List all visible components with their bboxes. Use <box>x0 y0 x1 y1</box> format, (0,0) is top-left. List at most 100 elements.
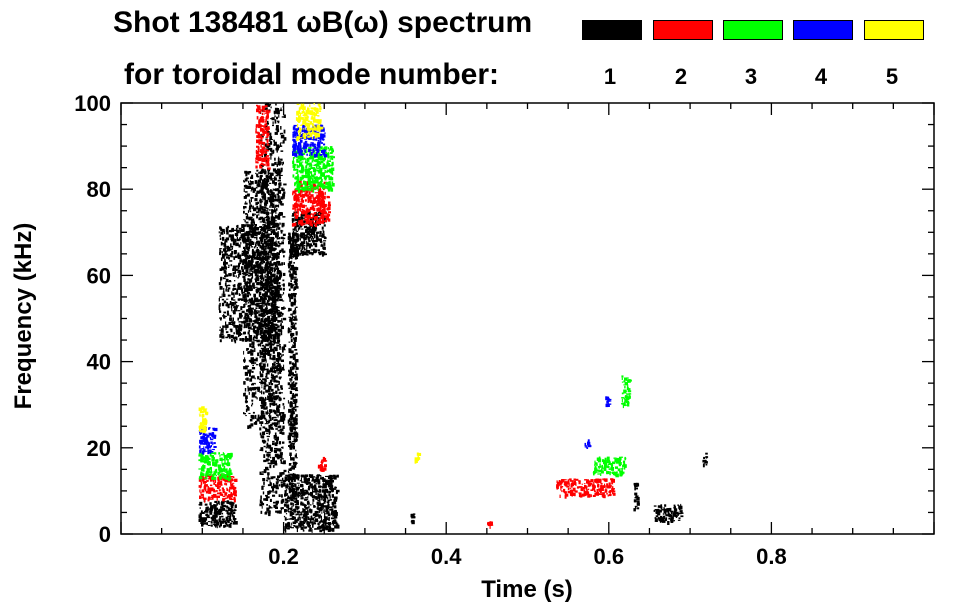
spectrum-point <box>267 120 269 125</box>
spectrum-point <box>249 335 253 339</box>
spectrum-point <box>270 348 274 352</box>
spectrum-point <box>292 406 296 408</box>
spectrum-point <box>282 135 285 137</box>
spectrum-point <box>268 511 271 515</box>
spectrum-point <box>251 235 254 239</box>
spectrum-point <box>238 293 240 296</box>
spectrum-point <box>262 370 264 373</box>
spectrum-point <box>295 193 297 195</box>
spectrum-point <box>334 519 337 524</box>
spectrum-point <box>287 479 290 483</box>
spectrum-point <box>268 445 271 449</box>
spectrum-point <box>272 180 275 184</box>
spectrum-point <box>256 227 260 231</box>
mode-2-cluster-1 <box>255 104 271 170</box>
spectrum-point <box>270 191 274 196</box>
spectrum-point <box>271 257 276 261</box>
spectrum-point <box>265 396 267 401</box>
spectrum-point <box>253 325 257 329</box>
spectrum-point <box>302 503 305 506</box>
spectrum-point <box>224 239 227 241</box>
spectrum-point <box>280 236 284 240</box>
spectrum-point <box>290 280 292 283</box>
legend-label-mode-4: 4 <box>814 64 828 89</box>
spectrum-point <box>264 247 267 250</box>
spectrum-point <box>297 230 299 232</box>
spectrum-point <box>261 146 263 151</box>
spectrum-point <box>277 237 281 240</box>
spectrum-point <box>234 233 239 236</box>
spectrum-point <box>255 149 257 154</box>
spectrum-point <box>265 236 268 240</box>
spectrum-point <box>259 293 261 296</box>
spectrum-point <box>221 298 225 301</box>
spectrum-point <box>264 327 267 329</box>
spectrum-point <box>257 214 260 216</box>
spectrum-point <box>226 302 228 305</box>
spectrum-point <box>319 187 321 192</box>
spectrum-point <box>203 522 207 525</box>
spectrum-point <box>315 216 318 219</box>
spectrum-point <box>316 474 320 478</box>
spectrum-point <box>306 498 309 500</box>
spectrum-point <box>264 203 268 206</box>
spectrum-point <box>295 273 298 276</box>
spectrum-point <box>245 215 249 220</box>
spectrum-point <box>296 510 298 513</box>
spectrum-point <box>673 513 677 517</box>
spectrum-point <box>279 398 281 402</box>
spectrum-point <box>277 158 280 162</box>
spectrum-point <box>249 205 252 209</box>
spectrum-point <box>635 487 638 490</box>
spectrum-point <box>256 247 258 249</box>
spectrum-point <box>254 330 257 334</box>
spectrum-point <box>279 164 281 166</box>
spectrum-point <box>273 299 277 304</box>
spectrum-point <box>317 477 319 481</box>
spectrum-point <box>265 352 269 355</box>
spectrum-point <box>230 483 234 487</box>
spectrum-point <box>279 272 283 277</box>
spectrum-point <box>333 496 336 500</box>
spectrum-point <box>319 475 322 477</box>
spectrum-point <box>230 482 232 484</box>
spectrum-point <box>225 497 227 499</box>
spectrum-point <box>318 509 320 514</box>
spectrum-point <box>300 513 303 516</box>
spectrum-point <box>331 494 334 498</box>
spectrum-point <box>273 346 277 350</box>
spectrum-point <box>245 263 249 267</box>
spectrum-point <box>292 445 295 450</box>
spectrum-point <box>248 272 251 274</box>
spectrum-point <box>273 273 276 278</box>
spectrum-point <box>260 473 264 475</box>
spectrum-point <box>275 147 279 151</box>
spectrum-point <box>308 229 311 232</box>
spectrum-point <box>267 239 271 242</box>
spectrum-point <box>243 298 247 302</box>
spectrum-point <box>280 150 284 152</box>
spectrum-point <box>262 491 265 495</box>
spectrum-point <box>272 392 275 395</box>
spectrum-point <box>264 303 267 306</box>
spectrum-point <box>288 474 291 476</box>
spectrum-point <box>274 119 277 122</box>
spectrum-point <box>251 324 254 327</box>
spectrum-point <box>271 206 275 208</box>
spectrum-point <box>243 272 247 275</box>
spectrum-point <box>283 405 285 410</box>
spectrum-point <box>295 211 299 214</box>
spectrum-point <box>291 383 294 387</box>
spectrum-point <box>245 177 249 180</box>
spectrum-point <box>218 509 220 513</box>
spectrum-point <box>233 498 236 503</box>
spectrum-point <box>321 194 325 199</box>
spectrum-point <box>268 233 272 235</box>
spectrum-point <box>208 476 212 480</box>
spectrum-point <box>275 390 278 394</box>
spectrum-point <box>266 504 268 506</box>
spectrum-point <box>275 369 278 372</box>
spectrum-point <box>266 496 270 499</box>
spectrum-point <box>230 245 234 248</box>
spectrum-point <box>324 520 326 524</box>
